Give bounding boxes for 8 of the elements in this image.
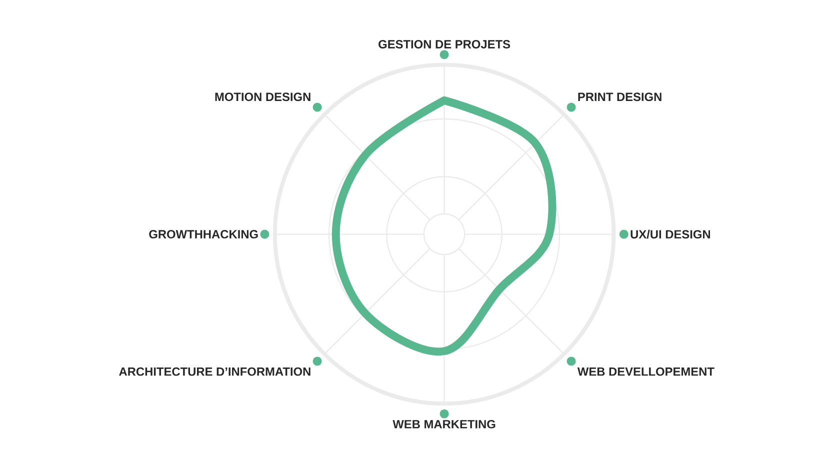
spoke-label: GROWTHHACKING <box>149 230 258 238</box>
spoke-label: WEB DEVELLOPEMENT <box>577 367 714 376</box>
spoke-label: GESTION DE PROJETS <box>378 40 510 48</box>
spoke-label: PRINT DESIGN <box>578 92 662 101</box>
spoke-label: WEB MARKETING <box>392 420 496 428</box>
spoke-label: UX/UI DESIGN <box>630 230 710 238</box>
spoke-label: ARCHITECTURE D’INFORMATION <box>119 367 310 376</box>
spoke-label: MOTION DESIGN <box>215 92 310 101</box>
